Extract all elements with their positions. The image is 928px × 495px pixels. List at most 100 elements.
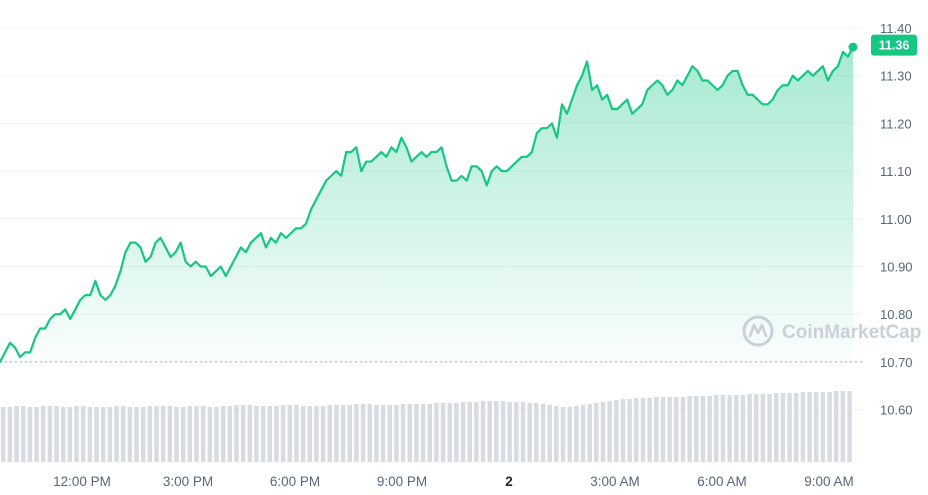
volume-bar bbox=[74, 406, 79, 462]
volume-bar bbox=[567, 407, 572, 462]
volume-bar bbox=[747, 394, 752, 462]
y-tick-label: 11.40 bbox=[880, 21, 912, 36]
volume-bar bbox=[327, 405, 333, 462]
volume-bar bbox=[274, 406, 279, 462]
volume-bar bbox=[400, 404, 406, 462]
volume-bar bbox=[360, 404, 366, 462]
volume-bar bbox=[174, 407, 179, 462]
volume-bar bbox=[467, 402, 472, 462]
volume-bar bbox=[754, 394, 759, 462]
volume-bar bbox=[460, 402, 466, 462]
volume-bar bbox=[634, 398, 639, 462]
y-tick-label: 11.00 bbox=[880, 212, 912, 227]
current-price-value: 11.36 bbox=[879, 39, 910, 53]
volume-bar bbox=[180, 407, 186, 462]
volume-bar bbox=[640, 398, 646, 462]
volume-bar bbox=[160, 406, 166, 462]
volume-bar bbox=[607, 401, 612, 462]
volume-bar bbox=[40, 406, 46, 462]
volume-bar bbox=[107, 407, 113, 462]
volume-bar bbox=[240, 405, 246, 462]
volume-bar bbox=[814, 392, 819, 462]
volume-bar bbox=[220, 406, 226, 462]
volume-bar bbox=[480, 401, 486, 462]
volume-bar bbox=[700, 396, 706, 462]
volume-bar bbox=[87, 407, 93, 462]
watermark: CoinMarketCap bbox=[742, 315, 921, 347]
volume-bar bbox=[527, 403, 532, 462]
volume-bar bbox=[780, 393, 786, 462]
volume-bar bbox=[647, 398, 652, 462]
volume-bar bbox=[694, 396, 699, 462]
volume-bar bbox=[847, 391, 852, 462]
volume-bar bbox=[294, 405, 299, 462]
volume-bar bbox=[374, 405, 379, 462]
volume-bar bbox=[774, 393, 779, 462]
volume-bar bbox=[547, 405, 552, 462]
volume-bar bbox=[187, 406, 193, 462]
volume-bar bbox=[734, 395, 739, 462]
volume-bar bbox=[534, 403, 539, 462]
volume-bar bbox=[767, 394, 772, 462]
x-tick-label: 9:00 PM bbox=[377, 474, 427, 489]
volume-bar bbox=[1, 407, 6, 462]
volume-bar bbox=[260, 406, 266, 462]
volume-bar bbox=[227, 406, 233, 462]
volume-bar bbox=[574, 406, 579, 462]
y-tick-label: 11.30 bbox=[880, 69, 912, 84]
volume-bar bbox=[794, 393, 799, 462]
x-axis: 12:00 PM 3:00 PM 6:00 PM 9:00 PM 2 3:00 AM 6:0… bbox=[53, 474, 854, 489]
y-tick-label: 10.80 bbox=[880, 307, 913, 322]
y-axis: 11.40 11.30 11.20 11.10 11.00 10.90 10.80 10.70… bbox=[880, 21, 913, 418]
x-tick-label: 2 bbox=[505, 474, 513, 489]
volume-bar bbox=[800, 392, 806, 462]
volume-bar bbox=[627, 399, 632, 462]
volume-bar bbox=[7, 407, 13, 462]
volume-bar bbox=[147, 406, 153, 462]
volume-bar bbox=[474, 402, 479, 462]
volume-bar bbox=[207, 407, 213, 462]
x-tick-label: 12:00 PM bbox=[53, 474, 111, 489]
volume-bar bbox=[254, 406, 259, 462]
volume-bar bbox=[100, 407, 106, 462]
price-area-fill bbox=[0, 47, 853, 362]
volume-bar bbox=[614, 400, 619, 462]
volume-bar bbox=[680, 397, 686, 462]
watermark-text: CoinMarketCap bbox=[782, 322, 921, 343]
volume-bar bbox=[247, 405, 253, 462]
volume-bar bbox=[194, 406, 199, 462]
current-price-badge: 11.36 bbox=[871, 34, 917, 56]
x-tick-label: 6:00 AM bbox=[697, 474, 747, 489]
volume-bar bbox=[840, 391, 846, 462]
y-tick-label: 11.10 bbox=[880, 164, 912, 179]
volume-bar bbox=[660, 397, 666, 462]
volume-bar bbox=[687, 396, 692, 462]
volume-bar bbox=[34, 407, 39, 462]
volume-bar bbox=[414, 404, 419, 462]
volume-bar bbox=[720, 395, 726, 462]
volume-bar bbox=[154, 406, 159, 462]
volume-bar bbox=[287, 405, 293, 462]
volume-bar bbox=[127, 407, 133, 462]
volume-bar bbox=[707, 396, 712, 462]
volume-bar bbox=[554, 406, 559, 462]
volume-bar bbox=[427, 404, 432, 462]
y-tick-label: 11.20 bbox=[880, 116, 912, 131]
volume-bar bbox=[834, 391, 839, 462]
volume-bar bbox=[520, 402, 526, 462]
y-tick-label: 10.70 bbox=[880, 355, 913, 370]
volume-bar bbox=[300, 406, 306, 462]
coinmarketcap-logo-icon bbox=[742, 315, 774, 347]
volume-bar bbox=[120, 406, 126, 462]
volume-bar bbox=[587, 404, 592, 462]
volume-bar bbox=[354, 404, 359, 462]
volume-bar bbox=[380, 405, 386, 462]
price-series-line bbox=[0, 45, 855, 363]
volume-bar bbox=[67, 407, 73, 462]
volume-bar bbox=[434, 403, 439, 462]
last-price-point bbox=[848, 42, 858, 52]
volume-bar bbox=[560, 407, 566, 462]
volume-bar bbox=[54, 406, 59, 462]
